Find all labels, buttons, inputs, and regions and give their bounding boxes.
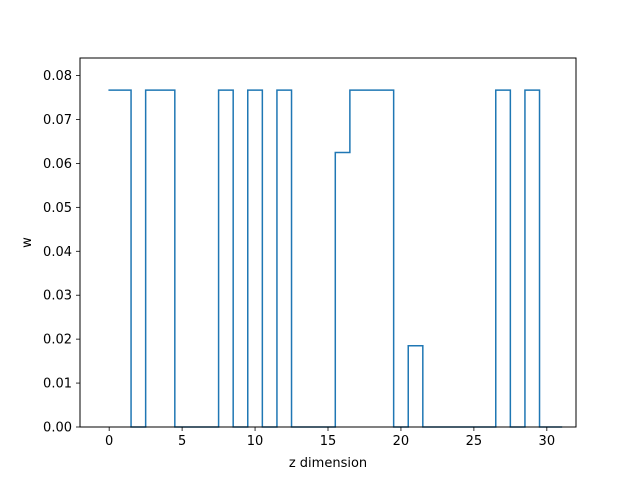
y-axis-ticks: 0.00 0.01 0.02 0.03 0.04 0.05 0.06 0.07 0.08: [43, 69, 80, 436]
y-tick-label: 0.04: [43, 245, 72, 260]
y-axis-label: w: [20, 237, 35, 248]
y-tick-label: 0.01: [43, 377, 72, 392]
x-axis-ticks: 0 5 10 15 20 25 30: [105, 427, 555, 449]
y-tick-label: 0.02: [43, 333, 72, 348]
y-tick-label: 0.00: [43, 421, 72, 436]
x-axis-label: z dimension: [289, 456, 367, 471]
y-tick-label: 0.06: [43, 157, 72, 172]
x-tick-label: 15: [320, 434, 337, 449]
x-tick-label: 5: [178, 434, 186, 449]
y-tick-label: 0.07: [43, 113, 72, 128]
x-tick-label: 25: [466, 434, 483, 449]
x-tick-label: 0: [105, 434, 113, 449]
axes-frame: [79, 57, 577, 428]
x-tick-label: 20: [393, 434, 410, 449]
x-tick-label: 10: [247, 434, 264, 449]
y-tick-label: 0.03: [43, 289, 72, 304]
y-tick-label: 0.05: [43, 201, 72, 216]
x-tick-label: 30: [539, 434, 556, 449]
y-tick-label: 0.08: [43, 69, 72, 84]
